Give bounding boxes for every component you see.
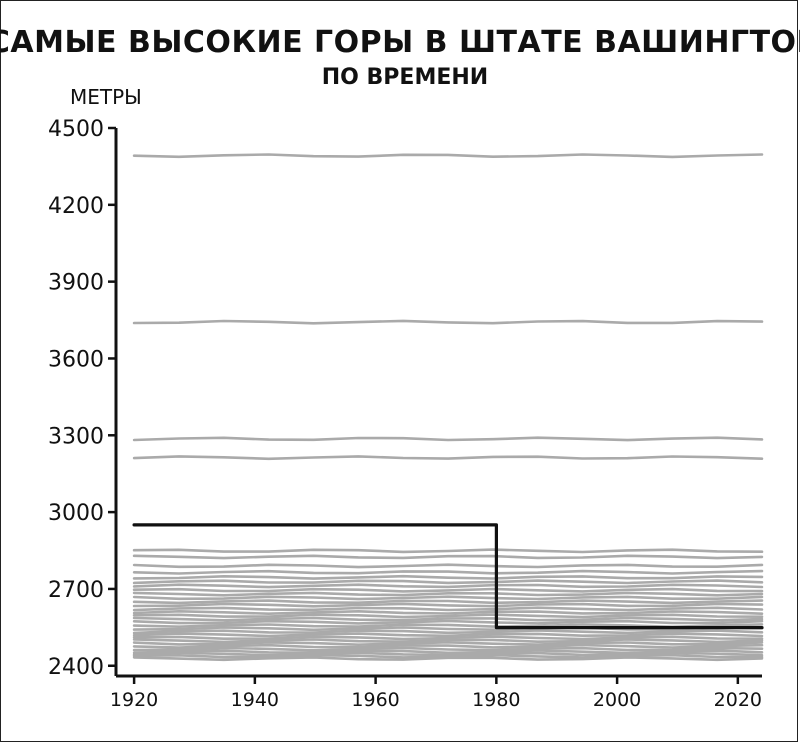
background-series-line xyxy=(132,626,764,632)
background-series-line xyxy=(132,632,764,638)
y-tick-label: 3300 xyxy=(48,424,104,449)
background-series-line xyxy=(132,436,764,442)
chart-title: САМЫЕ ВЫСОКИЕ ГОРЫ В ШТАТЕ ВАШИНГТОН xyxy=(0,25,800,60)
background-series-line xyxy=(132,616,764,622)
x-tick-label: 1940 xyxy=(231,689,279,711)
x-ticks-group: 1920 1940 1960 1980 2000 2020 xyxy=(110,676,762,711)
chart-subtitle: ПО ВРЕМЕНИ xyxy=(322,65,488,90)
background-series-line xyxy=(132,595,764,601)
x-tick-label: 1960 xyxy=(351,689,399,711)
x-tick-label: 2020 xyxy=(714,689,762,711)
background-series-line xyxy=(132,646,764,652)
y-tick-label: 4500 xyxy=(48,117,104,142)
background-series-line xyxy=(132,583,764,589)
y-tick-label: 4200 xyxy=(48,194,104,219)
x-tick-label: 1920 xyxy=(110,689,158,711)
y-tick-label: 2700 xyxy=(48,578,104,603)
background-series-line xyxy=(132,629,764,635)
background-series-line xyxy=(132,569,764,575)
background-series-line xyxy=(132,651,764,657)
background-series-line xyxy=(132,641,764,646)
highlight-series-group xyxy=(132,523,764,630)
background-series-line xyxy=(132,591,764,597)
y-tick-label: 3600 xyxy=(48,347,104,372)
background-series-line xyxy=(132,613,764,619)
y-ticks-group: 4500 4200 3900 3600 3300 3000 2700 2400 xyxy=(48,117,116,680)
background-series-line xyxy=(132,319,764,325)
background-series-line xyxy=(132,574,764,580)
x-tick-label: 1980 xyxy=(472,689,520,711)
background-series-line xyxy=(132,649,764,655)
highlight-series-line xyxy=(132,523,764,630)
background-series-line xyxy=(132,606,764,612)
background-series-line xyxy=(132,610,764,615)
background-series-line xyxy=(132,554,764,560)
y-axis-label: МЕТРЫ xyxy=(70,85,142,109)
background-series-group xyxy=(132,153,764,662)
y-tick-label: 2400 xyxy=(48,655,104,680)
background-series-line xyxy=(132,587,764,593)
background-series-line xyxy=(132,656,764,662)
background-series-line xyxy=(132,563,764,569)
background-series-line xyxy=(132,638,764,644)
y-tick-label: 3000 xyxy=(48,501,104,526)
y-tick-label: 3900 xyxy=(48,271,104,296)
background-series-line xyxy=(132,643,764,649)
background-series-line xyxy=(132,602,764,608)
background-series-line xyxy=(132,599,764,605)
background-series-line xyxy=(132,455,764,461)
x-tick-label: 2000 xyxy=(593,689,641,711)
background-series-line xyxy=(132,579,764,585)
background-series-line xyxy=(132,635,764,641)
background-series-line xyxy=(132,548,764,554)
background-series-line xyxy=(132,153,764,159)
background-series-line xyxy=(132,619,764,625)
